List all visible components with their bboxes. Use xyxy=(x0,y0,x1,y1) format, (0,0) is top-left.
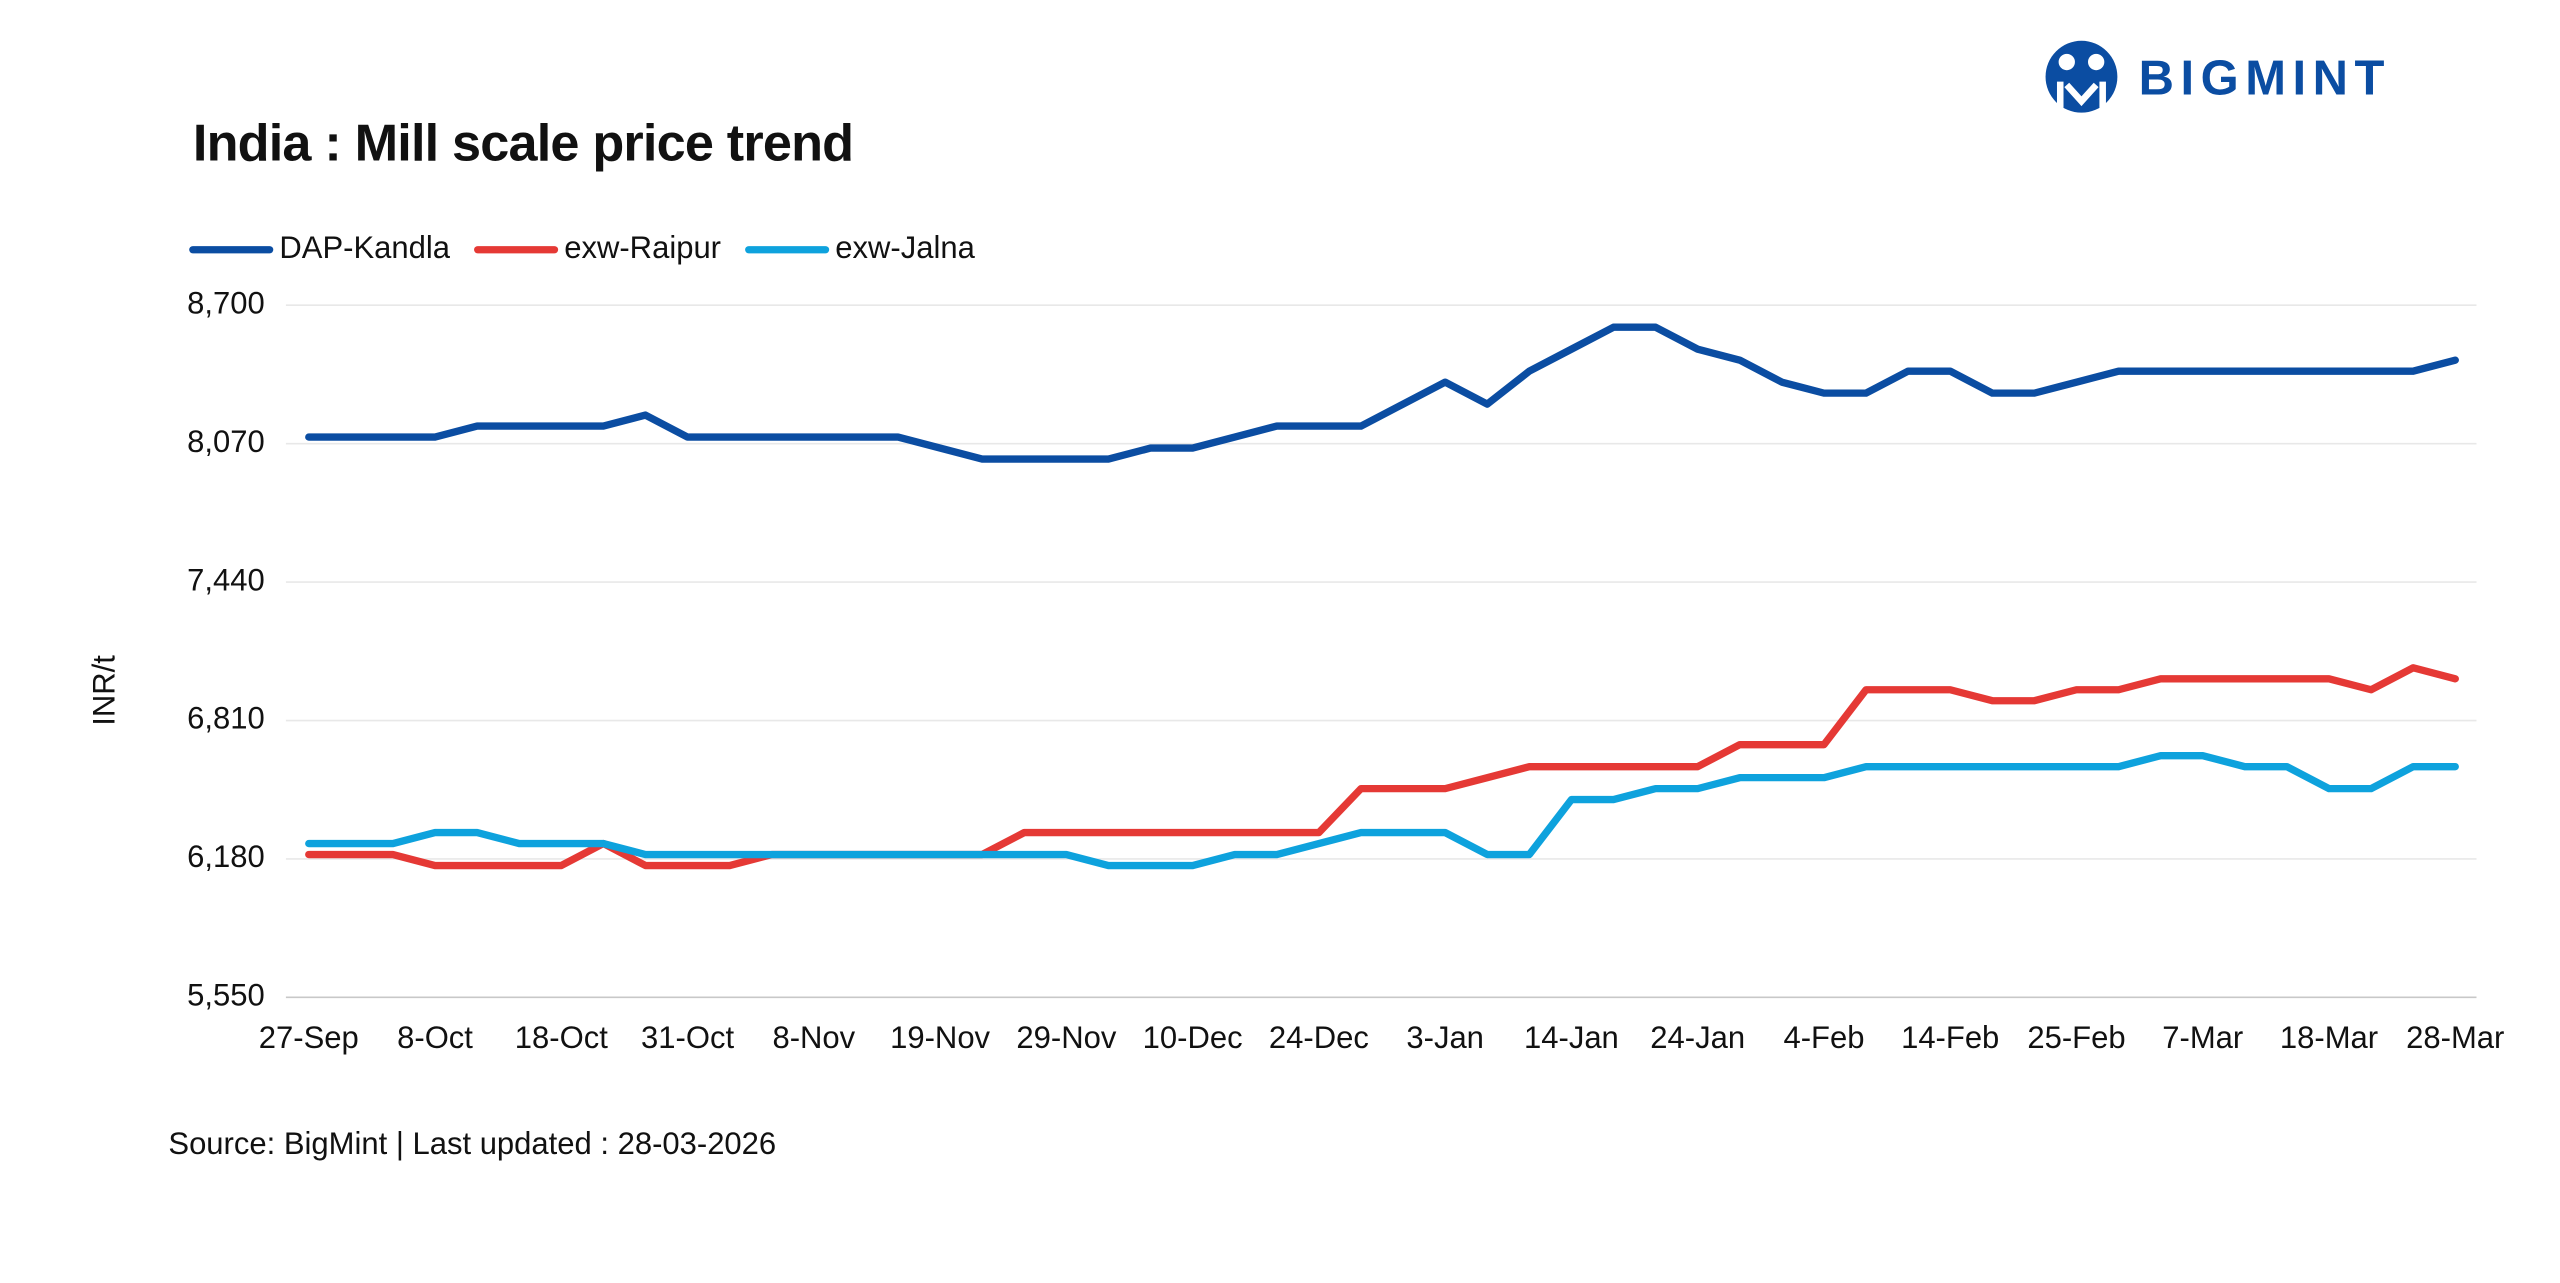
x-tick-label: 24-Dec xyxy=(1269,1020,1369,1055)
x-tick-label: 18-Mar xyxy=(2280,1020,2378,1055)
x-tick-label: 4-Feb xyxy=(1783,1020,1864,1055)
x-tick-label: 28-Mar xyxy=(2406,1020,2504,1055)
logo-icon-figure xyxy=(2056,81,2106,108)
x-tick-label: 7-Mar xyxy=(2162,1020,2243,1055)
x-tick-label: 10-Dec xyxy=(1143,1020,1243,1055)
x-tick-label: 24-Jan xyxy=(1650,1020,1745,1055)
x-tick-label: 29-Nov xyxy=(1016,1020,1116,1055)
series-line xyxy=(305,323,2459,463)
x-tick-label: 3-Jan xyxy=(1406,1020,1484,1055)
legend-label: exw-Raipur xyxy=(564,230,721,265)
y-axis-label: INR/t xyxy=(87,655,122,726)
logo-icon-dot xyxy=(2087,53,2105,71)
x-tick-label: 18-Oct xyxy=(515,1020,608,1055)
x-tick-label: 14-Jan xyxy=(1524,1020,1619,1055)
legend-label: exw-Jalna xyxy=(835,230,975,265)
y-tick-label: 8,070 xyxy=(187,424,265,459)
logo-text: BIGMINT xyxy=(2139,52,2391,106)
x-tick-label: 19-Nov xyxy=(890,1020,990,1055)
x-tick-label: 8-Oct xyxy=(397,1020,473,1055)
series-line xyxy=(305,751,2459,870)
y-tick-label: 6,810 xyxy=(187,701,265,736)
legend: DAP-Kandla exw-Raipur exw-Jalna xyxy=(189,230,976,265)
x-tick-label: 27-Sep xyxy=(259,1020,359,1055)
logo-icon-dot xyxy=(2058,53,2075,71)
x-tick-label: 14-Feb xyxy=(1901,1020,1999,1055)
logo: BIGMINT xyxy=(2045,40,2391,113)
legend-label: DAP-Kandla xyxy=(279,230,450,265)
chart-title: India : Mill scale price trend xyxy=(193,115,853,173)
x-tick-label: 25-Feb xyxy=(2027,1020,2125,1055)
source-note: Source: BigMint | Last updated : 28-03-2… xyxy=(168,1126,776,1161)
y-tick-label: 7,440 xyxy=(187,562,265,597)
y-tick-label: 6,180 xyxy=(187,839,265,874)
y-tick-label: 8,700 xyxy=(187,285,265,320)
x-tick-label: 8-Nov xyxy=(772,1020,855,1055)
x-tick-label: 31-Oct xyxy=(641,1020,734,1055)
series-line xyxy=(305,664,2459,870)
y-tick-label: 5,550 xyxy=(187,978,265,1013)
